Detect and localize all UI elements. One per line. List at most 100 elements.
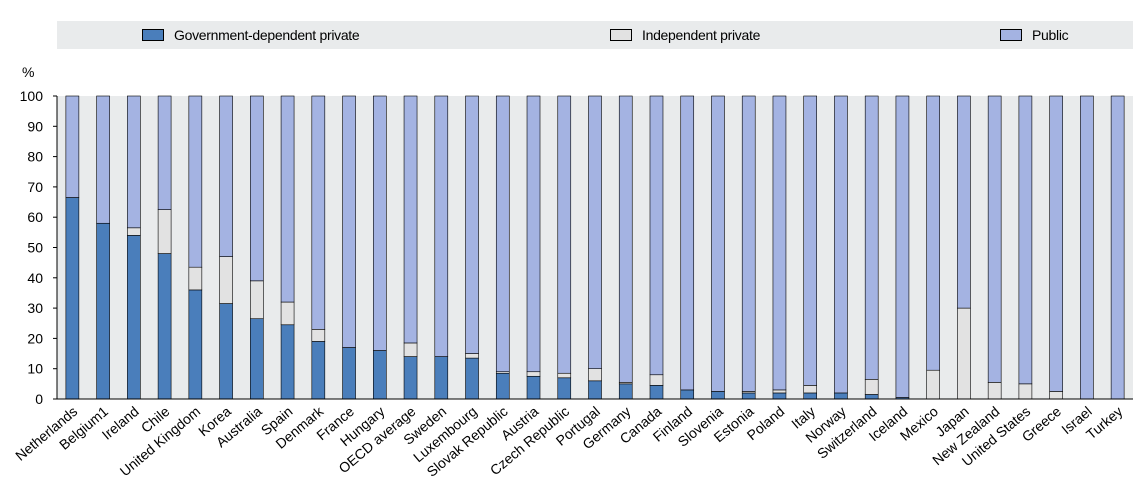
bar-segment [926,369,940,400]
bar-segment [1018,383,1033,400]
bar-segment [588,380,602,400]
bar-segment [987,95,1002,383]
bar-segment [157,253,172,400]
legend-label-government-dependent-private: Government-dependent private [174,27,360,43]
bar-segment [711,391,725,400]
y-tick-label: 80 [27,149,43,165]
bar-segment [772,389,787,394]
legend-item-independent-private: Independent private [610,27,760,43]
bar-segment [1080,95,1094,400]
bar-segment [895,95,910,398]
bar-segment [834,392,848,400]
bar-segment [219,95,233,257]
bar-segment [864,95,879,380]
bar-segment [372,95,387,351]
bar-segment [434,356,449,400]
bar-segment [618,383,633,400]
bar-segment [588,368,602,382]
bar-segment [526,95,541,373]
legend-swatch-government-dependent-private [142,29,164,41]
bar-segment [157,209,172,254]
y-tick-label: 0 [35,391,43,407]
bar-segment [526,375,541,400]
bar-segment [1049,391,1063,400]
bar-segment [741,95,756,392]
bar-segment [1049,95,1063,392]
bar-segment [864,394,879,400]
bar-segment [741,392,756,400]
bar-segment [127,95,141,229]
bar-segment [649,95,664,376]
y-tick-label: 20 [27,330,43,346]
bar-segment [803,385,818,394]
bar-segment [526,371,541,377]
bar-segment [434,95,449,357]
bar-segment [250,318,264,400]
bar-segment [96,95,110,224]
bar-segment [926,95,940,371]
bar-segment [557,377,572,400]
bar-segment [250,95,264,282]
bar-segment [465,353,479,359]
bar-segment [1018,95,1033,385]
bar-segment [188,266,203,291]
bar-segment [280,301,295,326]
bar-segment [188,95,203,268]
y-tick-label: 10 [27,361,43,377]
bar-segment [403,342,418,357]
bar-segment [127,227,141,236]
bar-segment [250,280,264,320]
bar-segment [557,95,572,374]
bar-segment [495,95,510,373]
bar-segment [372,350,387,400]
y-axis-unit-label: % [22,64,35,80]
bar-segment [711,95,725,392]
bar-segment [96,222,110,400]
bar-segment [280,324,295,400]
legend-label-public: Public [1032,27,1069,43]
bar-segment [772,95,787,391]
legend-item-government-dependent-private: Government-dependent private [142,27,360,43]
bar-segment [127,235,141,400]
bar-segment [403,95,418,344]
bar-segment [588,95,602,370]
bar-segment [803,95,818,386]
bar-segment [680,95,695,391]
bar-segment [680,389,695,400]
bar-segment [465,357,479,400]
legend-swatch-independent-private [610,29,632,41]
bar-segment [618,95,633,383]
bar-segment [65,197,80,400]
legend-label-independent-private: Independent private [642,27,761,43]
bar-segment [803,392,818,400]
bar-segment [280,95,295,303]
y-tick-label: 50 [27,240,43,256]
legend-item-public: Public [1000,27,1069,43]
y-tick-label: 40 [27,270,43,286]
y-tick-label: 70 [27,179,43,195]
bar-segment [403,356,418,400]
bar-segment [557,372,572,379]
bar-segment [1110,95,1125,400]
y-tick-label: 60 [27,209,43,225]
bar-segment [495,372,510,400]
bar-segment [188,289,203,400]
bar-segment [834,95,848,394]
bar-segment [311,95,326,330]
legend-swatch-public [1000,29,1022,41]
bar-segment [957,95,971,309]
y-tick-label: 100 [20,88,44,104]
y-tick-label: 30 [27,300,43,316]
bar-segment [772,392,787,400]
bar-segment [219,256,233,304]
bar-segment [342,95,356,348]
legend: Government-dependent private Independent… [57,21,1133,49]
bar-segment [311,329,326,342]
bar-segment [465,95,479,354]
bar-segment [311,341,326,400]
bar-segment [649,385,664,400]
bar-segment [864,379,879,395]
bar-segment [649,374,664,386]
bar-segment [342,347,356,400]
